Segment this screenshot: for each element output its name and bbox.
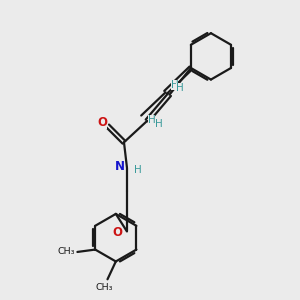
- Text: O: O: [97, 116, 107, 129]
- Text: H: H: [148, 115, 155, 125]
- Text: O: O: [112, 226, 122, 238]
- Text: H: H: [154, 119, 162, 129]
- Text: N: N: [115, 160, 124, 172]
- Text: H: H: [134, 165, 142, 175]
- Text: CH₃: CH₃: [57, 247, 75, 256]
- Text: H: H: [171, 80, 178, 90]
- Text: CH₃: CH₃: [96, 283, 113, 292]
- Text: H: H: [176, 83, 184, 93]
